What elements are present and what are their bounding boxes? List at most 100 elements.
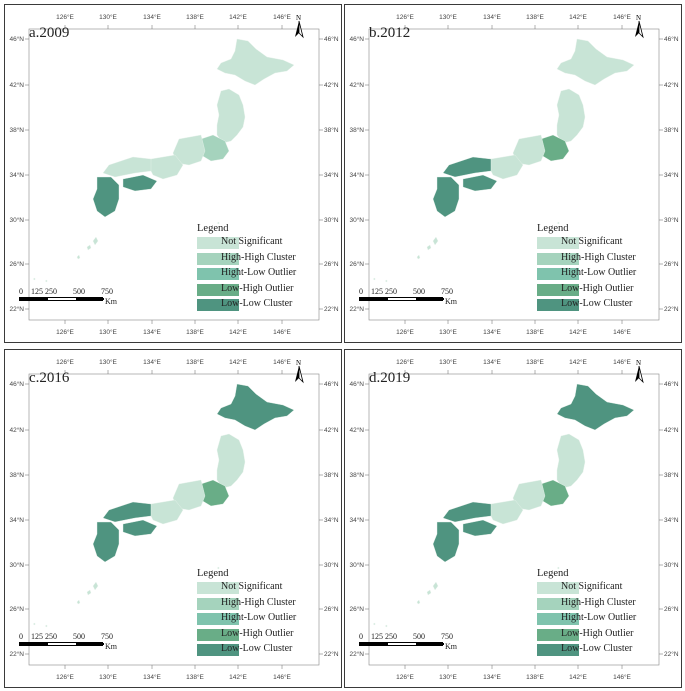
scale-bar: 0 125 250 500 750 Km [19,632,129,652]
panel-title: a.2009 [29,25,70,41]
map-frame-b: 126°E 126°E 130°E 130°E 134°E 134°E 138°E 138°E… [349,13,679,336]
legend-swatch [197,644,239,656]
legend-swatch [197,252,239,265]
scale-segment [48,643,76,645]
scale-segment [416,298,444,300]
legend-swatch [537,299,579,311]
legend-swatch [197,299,239,311]
legend-item: Low-High Outlier [537,628,657,644]
scale-unit: Km [445,642,457,651]
scale-label: 125 [31,632,43,641]
legend-label: Hight-Low Outlier [221,612,297,623]
north-arrow-icon: N [632,358,646,384]
legend-item: Not Significant [537,236,657,252]
region-island3 [556,221,560,225]
scale-segment [76,298,104,300]
scale-label: 750 [101,287,113,296]
north-arrow-icon: N [292,13,306,39]
region-chubu [512,134,546,166]
region-okinawa1 [92,581,99,591]
north-arrow-icon: N [292,358,306,384]
lon-label: 130°E [99,13,117,21]
lat-label: 46°N [9,35,24,43]
lat-label: 42°N [349,426,364,434]
scale-label: 250 [45,287,57,296]
region-chugoku [442,156,492,178]
map-panel-d: 126°E 126°E 130°E 130°E 134°E 134°E 138°E 138°E… [344,349,682,688]
lat-label: 26°N [349,260,364,268]
scale-label: 500 [413,632,425,641]
north-label: N [636,359,641,367]
lat-label: 34°N [664,171,679,179]
lon-label: 138°E [186,13,204,21]
lat-label: 30°N [664,216,679,224]
lon-label: 126°E [396,13,414,21]
lon-label: 126°E [56,13,74,21]
region-chugoku [102,501,152,523]
north-label: N [296,14,301,22]
lat-label: 34°N [324,171,339,179]
lat-label: 22°N [324,305,339,313]
inner-frame [28,373,320,666]
legend-item: Low-Low Cluster [537,298,657,314]
scale-segment [76,643,104,645]
legend-swatch [537,597,579,610]
scale-segment [20,298,48,300]
region-chubu [512,479,546,511]
region-kinki [148,154,184,180]
legend-label: Low-High Outlier [561,627,634,639]
legend: Not Significant High-High Cluster Hight-Lo… [537,236,657,314]
legend-swatch [197,613,239,625]
lon-label: 130°E [439,358,457,366]
region-tohoku [556,433,586,489]
region-kinki [488,499,524,525]
lat-label: 22°N [349,650,364,658]
scale-unit: Km [105,642,117,651]
legend-swatch [197,582,239,594]
legend-label: Hight-Low Outlier [221,267,297,278]
inner-frame [28,28,320,321]
lat-label: 26°N [324,605,339,613]
lon-label: 138°E [186,358,204,366]
scale-label: 0 [359,632,363,641]
region-island2 [32,622,36,626]
scale-segment [20,643,48,645]
legend-item: Hight-Low Outlier [197,612,317,628]
inner-frame [368,373,660,666]
panel-title: b.2012 [369,25,411,41]
lon-label: 146°E [273,673,291,681]
lon-label: 142°E [569,358,587,366]
scale-label: 500 [73,632,85,641]
lon-label: 142°E [229,13,247,21]
region-hokkaido [216,383,295,431]
region-kyushu [432,521,460,563]
lon-label: 142°E [229,328,247,336]
lon-label: 142°E [229,358,247,366]
region-shikoku [462,174,498,192]
lon-label: 130°E [99,358,117,366]
legend-label: Low-High Outlier [221,282,294,294]
map-frame-a: 126°E 126°E 130°E 130°E 134°E 134°E 138°E 138°E… [9,13,339,336]
lat-label: 46°N [349,380,364,388]
lat-label: 46°N [349,35,364,43]
lat-label: 34°N [324,516,339,524]
lat-label: 26°N [349,605,364,613]
lon-label: 134°E [483,328,501,336]
legend-title: Legend [197,568,229,579]
lat-label: 26°N [324,260,339,268]
scale-segment [388,643,416,645]
legend-label: Low-Low Cluster [561,643,633,654]
legend-item: Low-Low Cluster [197,643,317,659]
scale-label: 125 [371,632,383,641]
region-okinawa1 [92,236,99,246]
legend-label: Low-Low Cluster [221,298,293,309]
region-chugoku [102,156,152,178]
lat-label: 34°N [349,516,364,524]
map-panel-c: 126°E 126°E 130°E 130°E 134°E 134°E 138°E 138°E… [4,349,342,688]
region-tohoku [556,88,586,144]
legend-swatch [197,597,239,610]
legend-label: Hight-Low Outlier [561,612,637,623]
region-island2 [32,277,36,281]
lon-label: 146°E [273,358,291,366]
legend-item: Low-Low Cluster [537,643,657,659]
